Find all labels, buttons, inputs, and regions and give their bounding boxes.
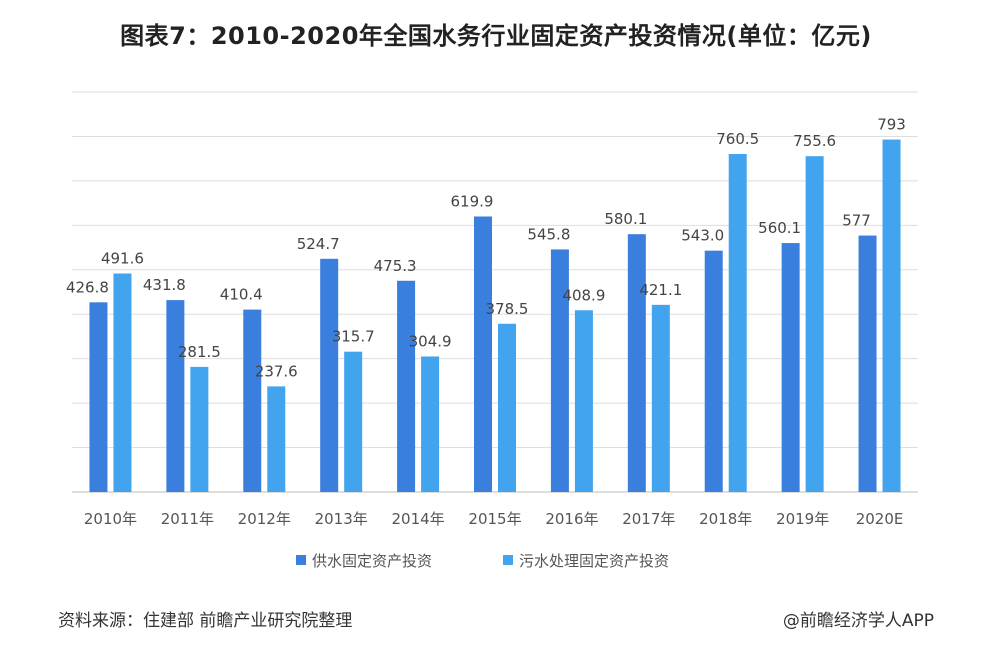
data-label-series2-8: 760.5 [716,130,759,148]
x-axis-ticks: 2010年 2011年 2012年 2013年 2014年 2015年 2016年 2017年… [84,510,904,528]
data-label-series2-7: 421.1 [639,281,682,299]
legend-swatch-1 [296,555,306,565]
bar-series1-0 [89,302,108,492]
data-label-series1-2: 410.4 [220,286,263,304]
bar-series2-2 [267,386,286,492]
bar-series2-5 [498,323,516,492]
legend-label-2: 污水处理固定资产投资 [519,552,669,570]
bar-series2-9 [805,156,824,492]
chart-title: 图表7：2010-2020年全国水务行业固定资产投资情况(单位：亿元) [120,22,872,50]
bar-series1-3 [320,258,339,492]
legend: 供水固定资产投资 污水处理固定资产投资 [296,552,669,570]
data-label-series1-4: 475.3 [374,257,417,275]
bar-series1-6 [550,249,569,492]
data-label-series1-10: 577 [842,212,871,230]
source-note: 资料来源：住建部 前瞻产业研究院整理 [58,611,353,631]
credit-note: @前瞻经济学人APP [782,611,934,631]
bar-series1-2 [243,309,262,492]
bar-series2-4 [421,356,440,492]
bar-series2-3 [344,351,363,492]
x-tick-label: 2019年 [776,510,829,528]
bar-series2-8 [728,154,747,492]
bars [89,139,901,493]
gridlines [72,91,918,493]
bar-series2-1 [190,366,209,492]
data-label-series2-4: 304.9 [409,332,452,350]
x-tick-label: 2017年 [622,510,675,528]
data-label-series2-0: 491.6 [101,250,144,268]
data-label-series1-3: 524.7 [297,235,340,253]
data-label-series1-6: 545.8 [527,225,570,243]
bar-series2-7 [651,304,670,492]
bar-series1-5 [474,216,492,492]
x-tick-label: 2020E [856,510,904,528]
bar-series1-1 [166,300,185,492]
x-tick-label: 2013年 [315,510,368,528]
bar-series2-6 [574,310,593,492]
data-label-series1-1: 431.8 [143,276,186,294]
data-label-series2-3: 315.7 [332,328,375,346]
data-label-series1-5: 619.9 [451,192,494,210]
x-tick-label: 2012年 [238,510,291,528]
bar-series1-10 [858,235,877,493]
x-tick-label: 2016年 [545,510,598,528]
x-tick-label: 2015年 [468,510,521,528]
data-label-series1-0: 426.8 [66,278,109,296]
bar-series1-9 [781,243,800,492]
bar-series1-8 [704,250,723,492]
data-labels: 426.8 491.6 431.8 281.5 410.4 237.6 524.7 315.7… [66,116,906,381]
x-tick-label: 2018年 [699,510,752,528]
x-tick-label: 2010年 [84,510,137,528]
data-label-series1-7: 580.1 [604,210,647,228]
data-label-series2-9: 755.6 [793,132,836,150]
legend-swatch-2 [503,555,513,565]
data-label-series2-10: 793 [877,116,906,134]
data-label-series1-8: 543.0 [681,227,724,245]
x-tick-label: 2014年 [391,510,444,528]
bar-series1-4 [397,280,416,492]
x-tick-label: 2011年 [161,510,214,528]
bar-series2-10 [882,139,901,493]
bar-series2-0 [113,273,132,492]
data-label-series2-6: 408.9 [562,286,605,304]
bar-series1-7 [627,234,646,492]
data-label-series2-2: 237.6 [255,362,298,380]
data-label-series1-9: 560.1 [758,219,801,237]
data-label-series2-5: 378.5 [486,300,529,318]
data-label-series2-1: 281.5 [178,343,221,361]
legend-label-1: 供水固定资产投资 [312,552,432,570]
